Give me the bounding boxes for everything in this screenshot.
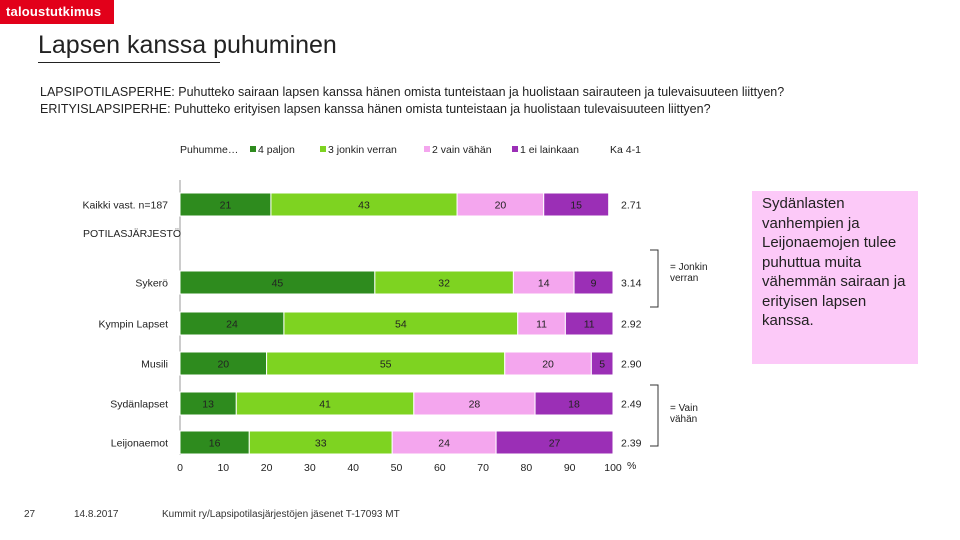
category-label: Kaikki vast. n=187 xyxy=(82,200,168,212)
x-tick-label: 40 xyxy=(347,462,359,474)
average-value: 2.90 xyxy=(621,359,642,371)
average-value: 2.71 xyxy=(621,200,642,212)
legend-title: Puhumme… xyxy=(180,144,238,156)
data-label: 45 xyxy=(272,278,284,290)
category-label: Sykerö xyxy=(135,278,168,290)
legend-label: 2 vain vähän xyxy=(432,144,492,156)
average-value: 2.39 xyxy=(621,438,642,450)
data-label: 21 xyxy=(220,200,232,212)
note-jonkin-verran: = Jonkin verran xyxy=(670,262,708,284)
footer-source: Kummit ry/Lapsipotilasjärjestöjen jäsene… xyxy=(162,509,400,520)
data-label: 20 xyxy=(542,359,554,371)
bracket-vain-vahan xyxy=(650,384,659,447)
data-label: 32 xyxy=(438,278,450,290)
data-label: 24 xyxy=(226,319,238,331)
data-label: 55 xyxy=(380,359,392,371)
category-label: Kympin Lapset xyxy=(99,319,169,331)
data-label: 14 xyxy=(538,278,550,290)
data-label: 54 xyxy=(395,319,407,331)
bar-segment xyxy=(495,430,614,455)
data-label: 11 xyxy=(584,319,595,331)
legend-label: 3 jonkin verran xyxy=(328,144,397,156)
legend-swatch xyxy=(250,146,256,152)
legend-swatch xyxy=(320,146,326,152)
average-header: Ka 4-1 xyxy=(610,144,641,156)
data-label: 18 xyxy=(568,399,580,411)
bar-segment xyxy=(534,391,614,416)
x-tick-label: 60 xyxy=(434,462,446,474)
footer-date: 14.8.2017 xyxy=(74,509,119,520)
average-value: 3.14 xyxy=(621,278,642,290)
x-tick-label: 20 xyxy=(261,462,273,474)
category-label: Sydänlapset xyxy=(110,399,168,411)
data-label: 33 xyxy=(315,438,327,450)
data-label: 28 xyxy=(469,399,481,411)
bracket-jonkin-verran xyxy=(650,249,659,308)
x-tick-label: 10 xyxy=(217,462,229,474)
data-label: 13 xyxy=(202,399,214,411)
data-label: 24 xyxy=(438,438,450,450)
data-label: 41 xyxy=(319,399,331,411)
bar-segment xyxy=(564,311,614,336)
data-label: 11 xyxy=(536,319,547,331)
bar-segment xyxy=(543,192,610,217)
note-vain-vahan: = Vain vähän xyxy=(670,403,698,425)
category-label: Leijonaemot xyxy=(111,438,168,450)
data-label: 43 xyxy=(358,200,370,212)
section-label: POTILASJÄRJESTÖ xyxy=(83,228,181,240)
page-number: 27 xyxy=(24,509,36,520)
data-label: 16 xyxy=(209,438,221,450)
average-value: 2.49 xyxy=(621,399,642,411)
data-label: 5 xyxy=(599,359,605,371)
x-tick-label: 100 xyxy=(604,462,622,474)
data-label: 27 xyxy=(549,438,561,450)
x-tick-label: 80 xyxy=(521,462,533,474)
company-logo: taloustutkimus xyxy=(0,0,114,24)
title-underline xyxy=(38,62,220,63)
bar-segment xyxy=(573,270,614,295)
average-value: 2.92 xyxy=(621,319,642,331)
x-tick-label: 50 xyxy=(391,462,403,474)
legend-swatch xyxy=(424,146,430,152)
data-label: 20 xyxy=(217,359,229,371)
x-tick-label: 70 xyxy=(477,462,489,474)
data-label: 15 xyxy=(570,200,582,212)
category-label: Musili xyxy=(141,359,168,371)
question-lapsipotilasperhe: LAPSIPOTILASPERHE: Puhutteko sairaan lap… xyxy=(40,85,785,99)
x-tick-label: 90 xyxy=(564,462,576,474)
page-title: Lapsen kanssa puhuminen xyxy=(38,31,337,59)
x-axis-unit: % xyxy=(627,460,636,472)
x-tick-label: 30 xyxy=(304,462,316,474)
conclusion-textbox: Sydänlasten vanhempien ja Leijonaemojen … xyxy=(752,191,918,364)
x-tick-label: 0 xyxy=(177,462,183,474)
legend-swatch xyxy=(512,146,518,152)
legend-label: 4 paljon xyxy=(258,144,295,156)
bar-segment xyxy=(590,351,614,376)
question-erityislapsiperhe: ERITYISLAPSIPERHE: Puhutteko erityisen l… xyxy=(40,102,711,116)
data-label: 20 xyxy=(495,200,507,212)
legend-label: 1 ei lainkaan xyxy=(520,144,579,156)
data-label: 9 xyxy=(591,278,597,290)
